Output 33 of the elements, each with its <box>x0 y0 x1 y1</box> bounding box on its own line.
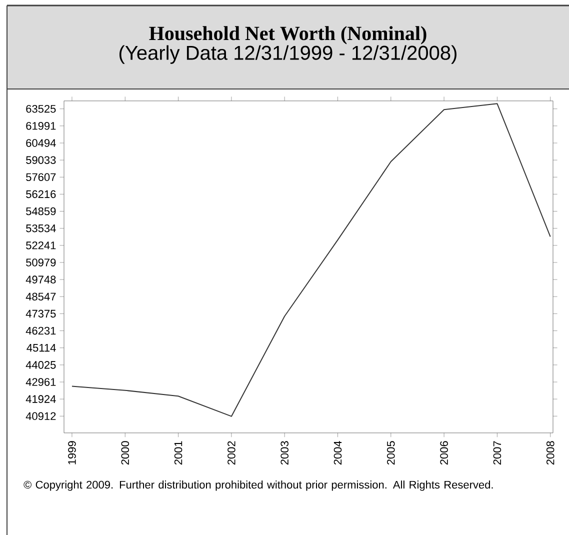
y-tick-label: 42961 <box>26 378 56 386</box>
y-tick-label: 41924 <box>26 395 56 403</box>
y-tick-label: 59033 <box>26 156 56 164</box>
y-tick-label: 56216 <box>26 190 56 198</box>
x-tick-label: 2004 <box>334 440 342 465</box>
y-tick-label: 40912 <box>26 412 56 420</box>
x-tick-label: 2008 <box>546 441 554 465</box>
x-tick-label: 2006 <box>440 441 448 465</box>
y-tick-label: 46231 <box>26 326 56 335</box>
x-tick-label: 2001 <box>174 441 182 465</box>
y-tick-label: 50979 <box>26 258 56 266</box>
y-tick-label: 49748 <box>26 276 56 284</box>
text: © Copyright 2009. Further distribution prohibited without prior permission. All Rights Reserved. <box>24 480 493 491</box>
x-tick-label: 2007 <box>493 441 502 465</box>
y-tick-label: 61991 <box>26 122 56 130</box>
y-tick-label: 47375 <box>26 310 56 318</box>
y-tick-label: 63525 <box>26 104 56 113</box>
y-tick-label: 45114 <box>26 344 56 352</box>
y-tick-label: 60494 <box>26 139 56 147</box>
chart-subtitle: (Yearly Data 12/31/1999 - 12/31/2008) <box>119 45 456 64</box>
y-tick-label: 54859 <box>26 207 56 216</box>
x-tick-label: 2003 <box>280 441 288 465</box>
y-tick-label: 48547 <box>26 292 56 301</box>
y-tick-label: 53534 <box>26 224 56 232</box>
y-tick-label: 44025 <box>26 361 56 369</box>
x-tick-label: 2000 <box>121 441 130 465</box>
x-tick-label: 2005 <box>387 441 395 465</box>
x-tick-label: 2002 <box>228 441 236 465</box>
y-tick-label: 52241 <box>26 242 56 250</box>
line-series <box>71 103 551 417</box>
chart-title: Household Net Worth (Nominal) <box>149 26 426 44</box>
x-tick-label: 1999 <box>68 441 76 464</box>
y-tick-label: 57607 <box>26 173 56 182</box>
